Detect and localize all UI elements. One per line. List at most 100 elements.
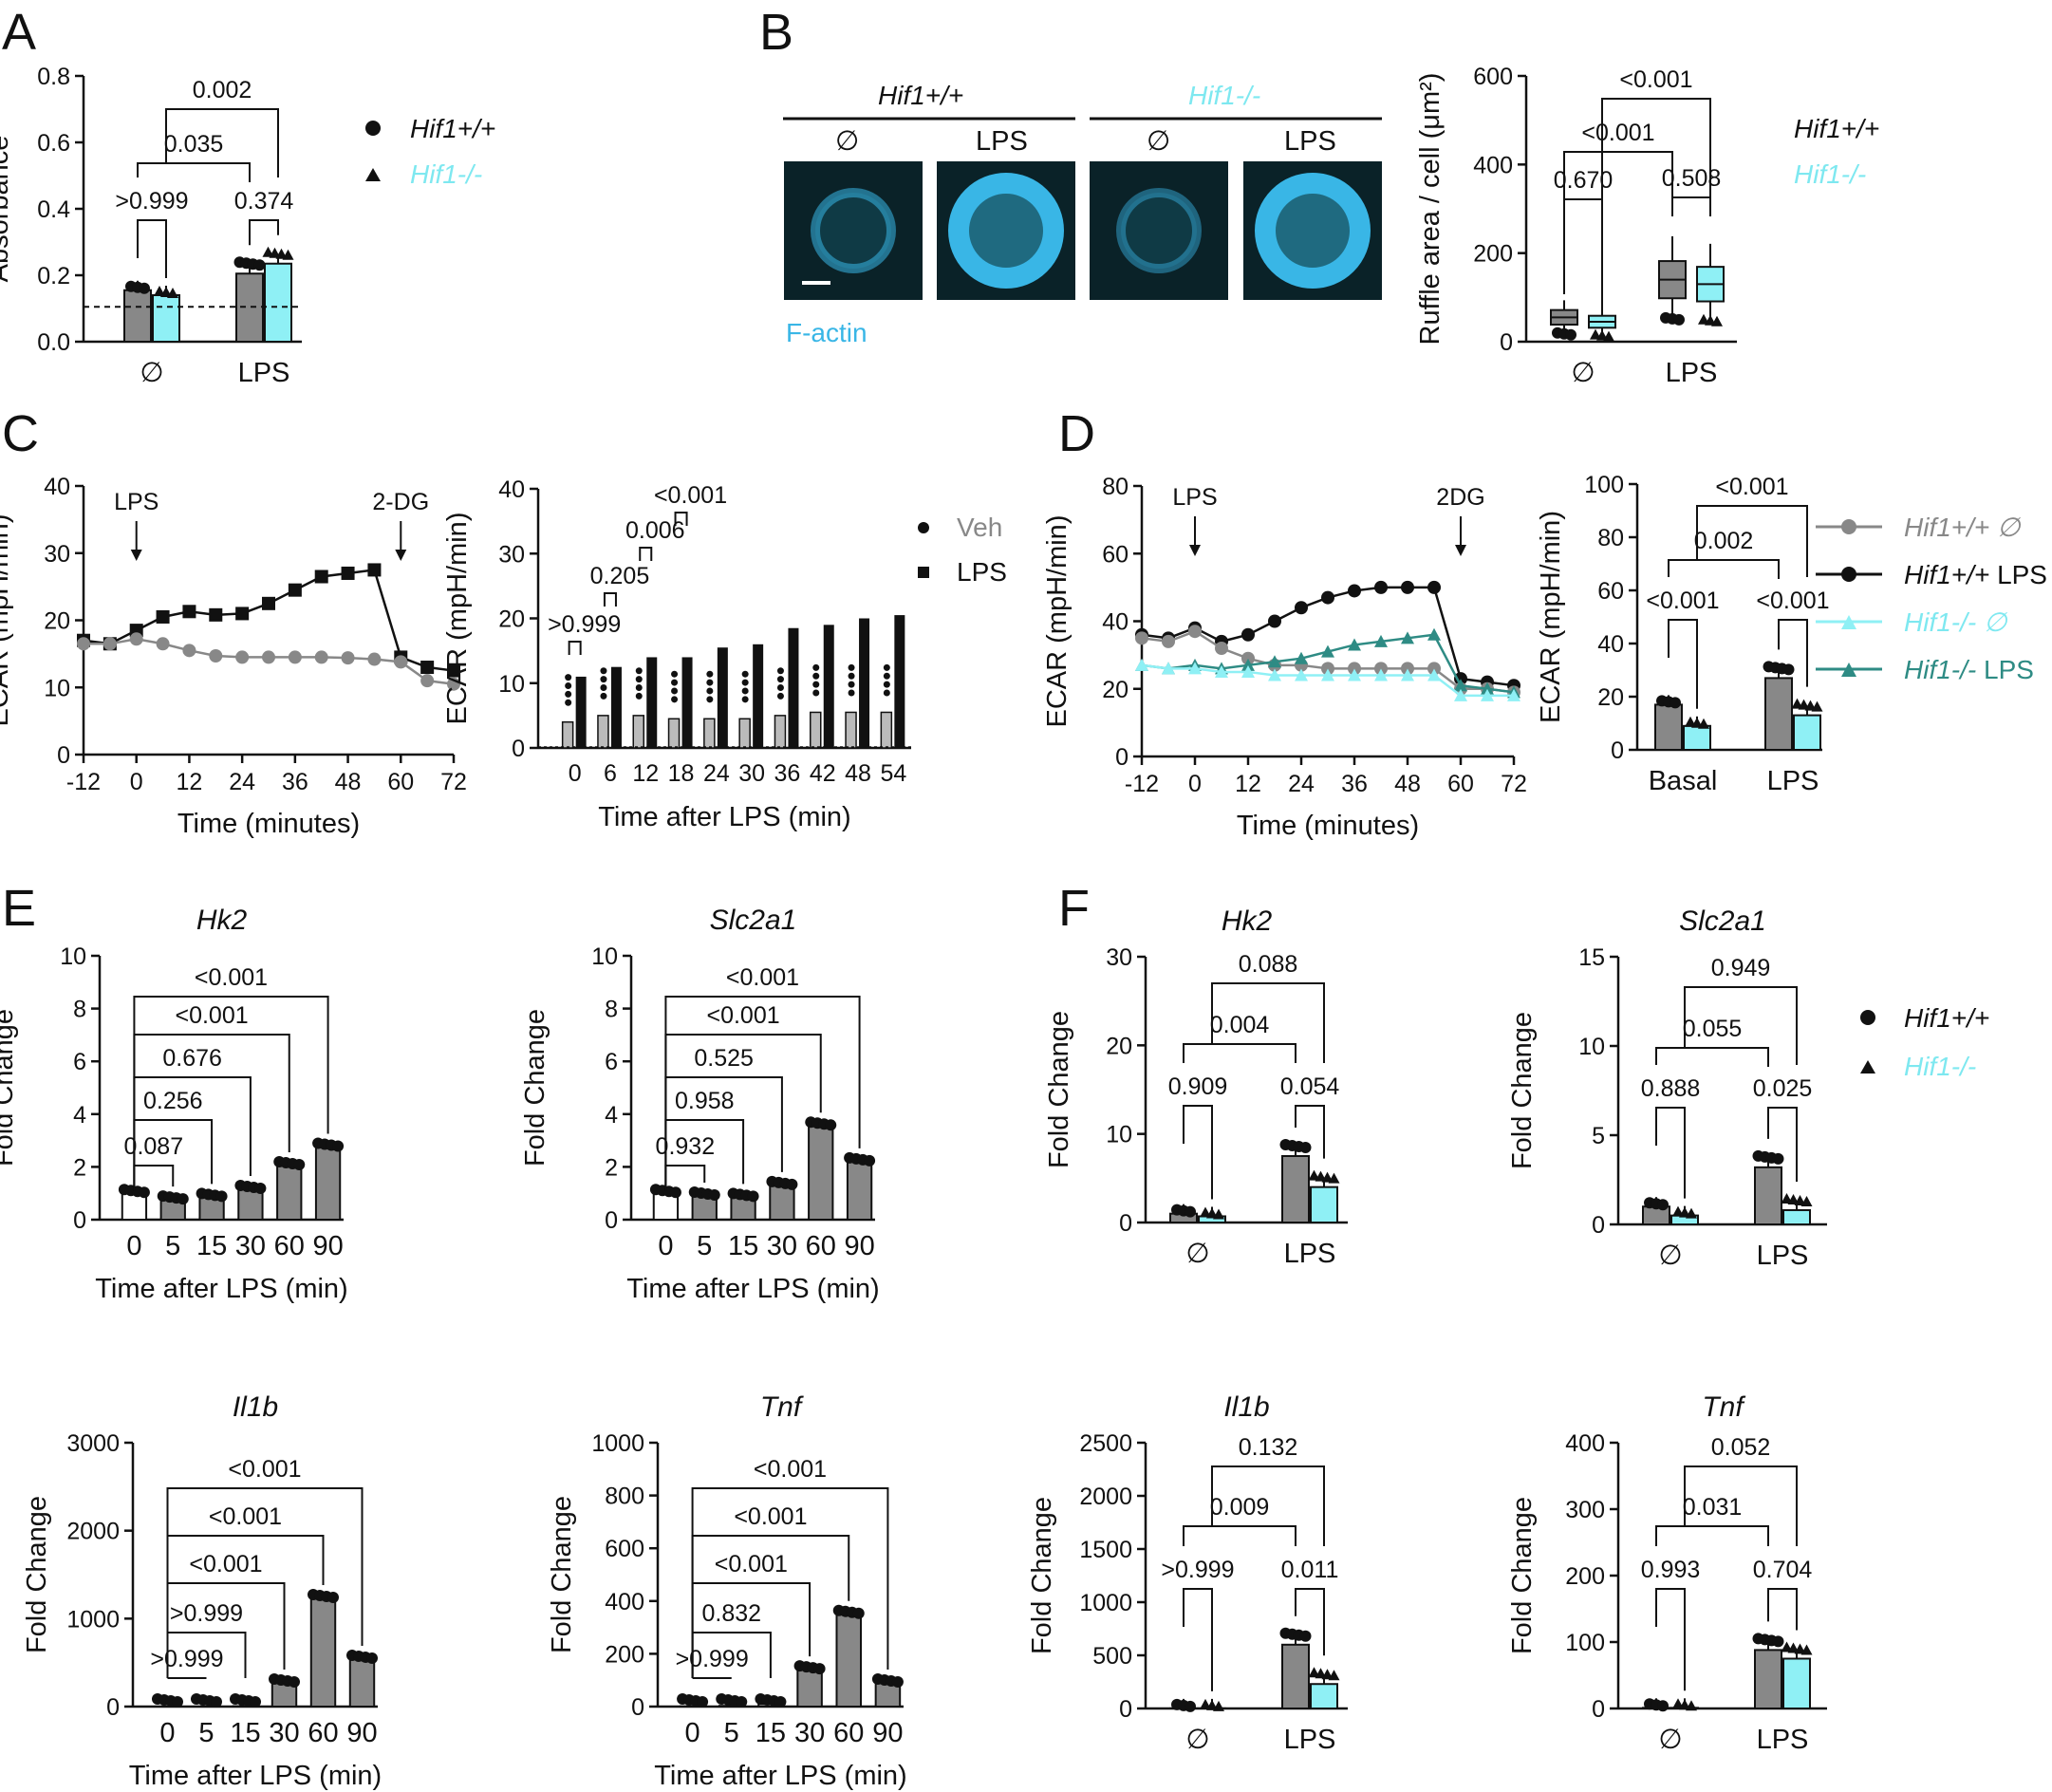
dot-a-1-0-pt-3 (253, 259, 266, 271)
pbracket-f2-1 (1767, 1107, 1798, 1182)
y-tick-label-f4-3: 300 (1565, 1497, 1605, 1523)
dot-f3-0-1-pt-2 (1213, 1700, 1224, 1711)
y-tick-label-e2-4: 8 (605, 997, 618, 1023)
x-tick-label-c2-1: 6 (604, 760, 617, 787)
annotation-head-c1-1 (395, 550, 407, 561)
x-tick-label-d1-6: 60 (1447, 771, 1474, 797)
microscopy-panel: Hif1+/+ Hif1-/- ∅ LPS ∅ LPS F-actin (783, 81, 1382, 347)
point-d1-1-4 (1241, 651, 1255, 665)
legend-a-ko: Hif1-/- (410, 159, 482, 189)
pbracket-f3-3 (1211, 1465, 1325, 1546)
pbracket-b-3-label: <0.001 (1619, 66, 1692, 93)
pbracket-f4-3-label: 0.052 (1711, 1434, 1771, 1461)
point-c1-1-11 (367, 652, 382, 666)
point-c1-0-3 (156, 609, 170, 624)
dot-d2-1-1-pt-1 (1798, 699, 1810, 710)
pbracket-e2-2-label: 0.525 (694, 1045, 754, 1072)
micro-cell-3 (1255, 173, 1371, 289)
pbracket-f3-1 (1295, 1588, 1325, 1656)
dot-b-1-1-pt-1 (1705, 314, 1716, 326)
dot-f1-0-1-pt-2 (1213, 1208, 1224, 1220)
y-tick-label-c1-3: 30 (44, 541, 70, 568)
legend-d: Hif1+/+ ∅ Hif1+/+ LPS Hif1-/- ∅ Hif1-/- … (1816, 513, 2047, 684)
x-tick-label-d1-5: 48 (1394, 771, 1421, 797)
bar-f3-1-0 (1281, 1643, 1310, 1710)
point-d1-3-13 (1481, 688, 1494, 701)
point-d1-0-11 (1427, 580, 1441, 594)
dot-f4-1-0-pt-3 (1772, 1635, 1784, 1648)
bar-f3-1-1 (1310, 1683, 1338, 1709)
y-tick-label-f3-3: 1500 (1079, 1537, 1132, 1563)
dot-e2-1-pt-3 (708, 1188, 720, 1201)
dot-c2-veh-7-2 (812, 672, 820, 680)
y-tick-label-a-2: 0.4 (37, 196, 70, 223)
dot-e2-3-pt-3 (786, 1178, 798, 1190)
bar-e4-3 (796, 1669, 823, 1708)
legend-d-ko-lps-marker (1841, 663, 1856, 677)
point-d1-1-1 (1162, 634, 1175, 648)
x-tick-label-c1-7: 72 (440, 769, 467, 795)
legend-a-ko-marker (365, 168, 381, 181)
point-d1-2-7 (1321, 644, 1334, 658)
dot-e4-2-pt-3 (774, 1696, 787, 1708)
x-tick-label-d1-2: 12 (1235, 771, 1261, 797)
pbracket-e4-1-label: 0.832 (701, 1600, 761, 1627)
point-d1-3-12 (1454, 688, 1467, 701)
point-c1-1-14 (447, 677, 460, 691)
point-d1-3-0 (1135, 658, 1148, 671)
point-d1-3-4 (1241, 664, 1255, 678)
pbracket-e2-0-label: 0.932 (656, 1133, 716, 1160)
dot-e3-1-pt-3 (211, 1696, 222, 1708)
dot-e2-0-pt-3 (669, 1186, 681, 1199)
pbracket-f1-1-label: 0.054 (1280, 1073, 1340, 1100)
pbracket-e3-4-label: <0.001 (228, 1456, 301, 1483)
x-axis-label-e2: Time after LPS (min) (626, 1274, 879, 1304)
x-tick-label-e3-5: 90 (346, 1718, 377, 1748)
x-axis-label-e1: Time after LPS (min) (95, 1274, 347, 1304)
x-tick-label-c2-5: 30 (738, 760, 765, 787)
point-d1-2-10 (1401, 631, 1414, 644)
y-axis-label-e1: Fold Change (0, 1009, 19, 1167)
point-d1-2-13 (1481, 681, 1494, 695)
dot-c2-veh-8-1 (848, 681, 855, 688)
point-c1-0-8 (288, 583, 302, 597)
dot-f3-1-1-pt-0 (1308, 1667, 1320, 1678)
micro-cell-0 (811, 188, 896, 273)
dot-e3-3-pt-3 (289, 1675, 300, 1688)
dot-b-1-1-pt-2 (1711, 315, 1723, 327)
x-tick-label-e2-1: 5 (697, 1231, 712, 1261)
dot-a-0-1-pt-0 (154, 286, 165, 296)
y-tick-label-e2-1: 2 (605, 1154, 618, 1181)
dot-b-0-1-pt-1 (1596, 329, 1608, 341)
bar-f2-1-0 (1754, 1166, 1782, 1225)
dot-c2-veh-9-0 (883, 689, 890, 697)
x-tick-label-c2-3: 18 (668, 760, 695, 787)
y-axis-label-d2: ECAR (mpH/min) (1536, 511, 1566, 723)
dot-f1-1-0-pt-3 (1299, 1142, 1312, 1153)
bar-c2-lps-3 (681, 657, 693, 748)
x-tick-label-c1-0: -12 (66, 769, 101, 795)
point-d1-3-9 (1374, 668, 1388, 681)
dot-e1-1-pt-3 (177, 1193, 189, 1205)
dot-a-1-1-pt-1 (269, 247, 281, 258)
point-d1-1-2 (1188, 625, 1202, 639)
bar-c2-veh-7 (810, 711, 822, 749)
point-d1-2-12 (1454, 679, 1467, 692)
pbracket-b-1 (1671, 196, 1711, 216)
y-axis-label-c1: ECAR (mpH/min) (0, 514, 14, 727)
y-tick-label-e4-4: 800 (605, 1484, 644, 1510)
dot-f1-1-1-pt-3 (1328, 1172, 1340, 1184)
dot-c2-veh-0-2 (565, 681, 572, 689)
x-tick-label-f4-0: ∅ (1658, 1725, 1682, 1755)
legend-f-ko-marker (1860, 1060, 1875, 1073)
pbracket-d2-2 (1668, 559, 1780, 579)
legend-c: Veh LPS (918, 513, 1007, 587)
point-c1-1-0 (77, 637, 90, 651)
pbracket-c2-0 (568, 641, 582, 655)
dot-c2-veh-4-2 (706, 679, 714, 686)
dot-a-1-1-pt-3 (282, 249, 294, 260)
point-c1-0-6 (235, 607, 250, 621)
dot-c2-veh-2-0 (635, 692, 643, 700)
pbracket-d2-3-label: <0.001 (1715, 474, 1788, 500)
legend-d-wt-null: Hif1+/+ ∅ (1904, 513, 2022, 542)
